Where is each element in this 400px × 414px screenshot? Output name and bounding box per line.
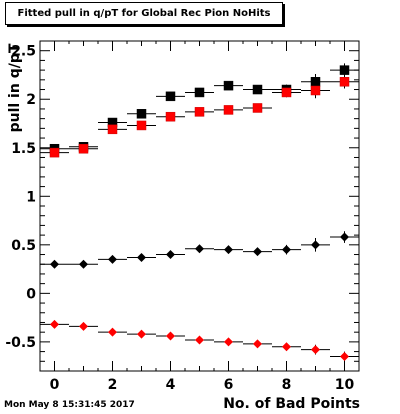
x-tick-label: 6 <box>224 377 234 393</box>
x-tick-label: 8 <box>282 377 292 393</box>
x-tick-label: 4 <box>166 377 176 393</box>
y-tick-label: 2 <box>26 92 36 108</box>
data-point <box>223 80 234 91</box>
series-layer <box>40 63 359 362</box>
y-tick-label: -0.5 <box>5 335 36 351</box>
x-axis-label: No. of Bad Points <box>223 396 360 412</box>
data-point <box>136 109 147 119</box>
data-point <box>339 77 350 87</box>
data-point <box>107 124 118 135</box>
data-point <box>49 147 60 158</box>
data-point <box>166 331 175 341</box>
data-point <box>252 84 263 95</box>
data-point <box>252 103 263 113</box>
data-point <box>282 342 291 352</box>
series-2 <box>40 231 359 269</box>
data-point <box>281 87 292 98</box>
y-tick-label: 2.5 <box>11 44 36 60</box>
data-point <box>224 245 233 255</box>
y-tick-label: 0 <box>26 286 36 302</box>
data-point <box>78 143 89 154</box>
series-1 <box>40 74 359 158</box>
data-point <box>310 85 321 96</box>
data-point <box>50 319 59 329</box>
data-point <box>340 232 349 242</box>
data-point <box>195 244 204 254</box>
data-point <box>311 240 320 250</box>
data-point <box>339 65 350 75</box>
y-axis-label: pull in q/pT <box>7 43 23 133</box>
data-point <box>194 87 205 98</box>
x-tick-label: 0 <box>50 377 60 393</box>
data-point <box>165 91 176 102</box>
data-point <box>165 111 176 122</box>
data-point <box>282 245 291 255</box>
y-tick-label: 0.5 <box>11 238 36 254</box>
y-tick-label: 1.5 <box>11 141 36 157</box>
data-point <box>108 254 117 264</box>
data-point <box>166 250 175 260</box>
timestamp: Mon May 8 15:31:45 2017 <box>4 400 135 410</box>
data-point <box>108 327 117 337</box>
axes: 0 2 4 6 8 10 -0.5 0 0.5 1 1.5 2 2.5 <box>5 40 360 393</box>
data-point <box>253 247 262 257</box>
data-point <box>311 345 320 355</box>
data-point <box>253 339 262 349</box>
data-point <box>340 351 349 361</box>
chart-title: Fitted pull in q/pT for Global Rec Pion … <box>17 8 271 19</box>
data-point <box>136 120 147 131</box>
data-point <box>195 335 204 345</box>
data-point <box>50 259 59 269</box>
data-point <box>79 321 88 331</box>
data-point <box>79 259 88 269</box>
data-point <box>137 329 146 339</box>
x-tick-label: 10 <box>335 377 355 393</box>
chart-title-box: Fitted pull in q/pT for Global Rec Pion … <box>5 2 283 25</box>
data-point <box>194 107 205 117</box>
series-3 <box>40 319 359 362</box>
data-point <box>223 105 234 115</box>
x-tick-label: 2 <box>108 377 118 393</box>
y-tick-label: 1 <box>26 189 36 205</box>
data-point <box>224 337 233 347</box>
data-point <box>137 252 146 262</box>
